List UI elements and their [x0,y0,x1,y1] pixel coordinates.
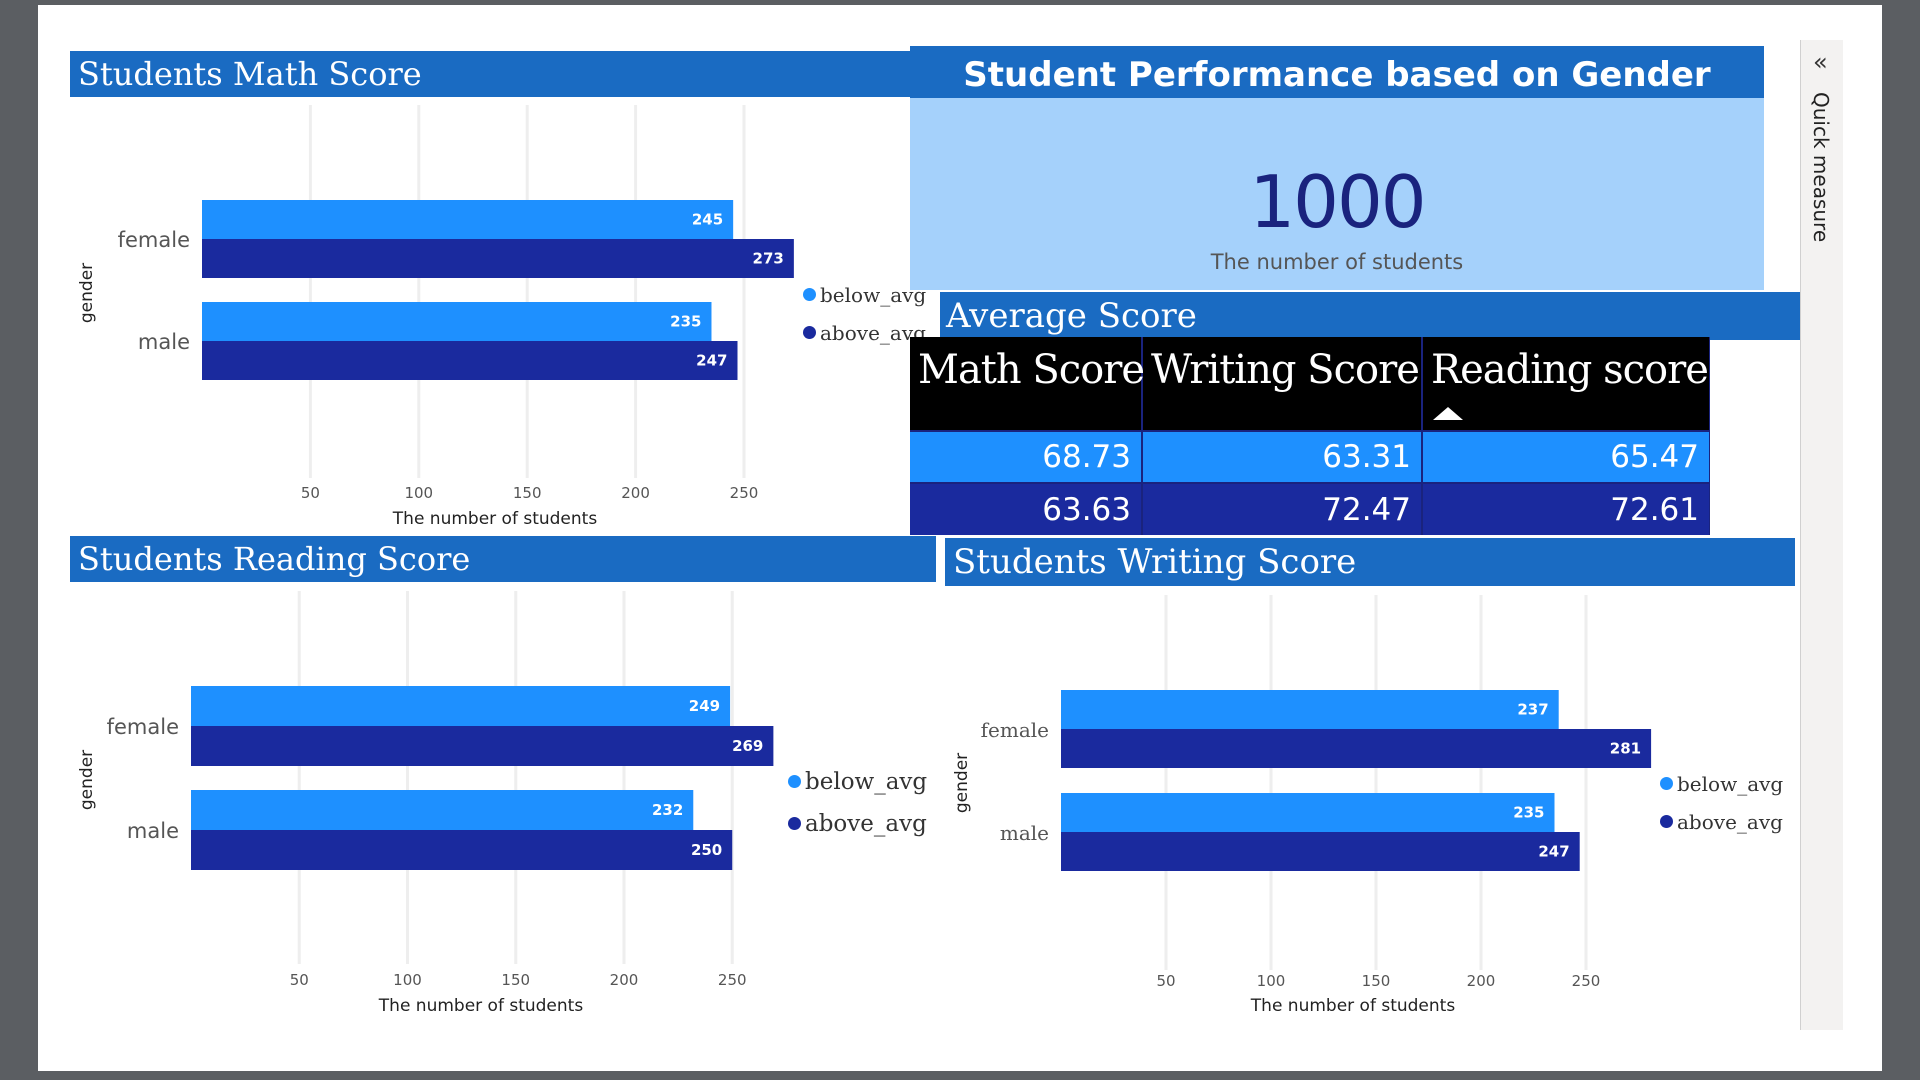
writing-chart-legend[interactable]: below_avg above_avg [1660,765,1783,841]
quick-measure-pane[interactable]: « Quick measure [1800,40,1843,1030]
data-label: 245 [692,211,723,229]
bar-below_avg-female[interactable] [191,686,731,726]
col-header-reading[interactable]: Reading score [1422,337,1710,431]
average-score-title: Average Score [940,292,1800,340]
x-tick-label: 50 [301,484,320,502]
table-cell: 65.47 [1422,430,1710,483]
students-count-card[interactable]: 1000 The number of students [910,98,1764,290]
data-label: 249 [689,697,720,715]
average-score-table[interactable]: Math Score Writing Score Reading score 6… [910,337,1710,535]
math-chart-title: Students Math Score [70,51,936,97]
x-tick-label: 50 [1156,972,1175,990]
y-axis-title: gender [77,263,97,323]
legend-dot [1660,815,1673,828]
y-axis-title: gender [952,753,972,813]
data-label: 235 [1513,804,1544,822]
x-tick-label: 200 [610,971,639,989]
table-cell: 63.31 [1142,430,1423,483]
legend-above-avg[interactable]: above_avg [803,314,926,352]
x-tick-label: 200 [621,484,650,502]
table-row[interactable]: 63.63 72.47 72.61 [910,482,1710,535]
performance-title: Student Performance based on Gender [910,46,1764,98]
bar-below_avg-male[interactable] [191,790,694,830]
bar-above_avg-female[interactable] [1061,729,1652,768]
table-row[interactable]: 68.73 63.31 65.47 [910,430,1710,483]
legend-above-avg[interactable]: above_avg [788,803,927,845]
bar-below_avg-female[interactable] [202,200,734,239]
data-label: 273 [753,250,784,268]
reading-chart-title: Students Reading Score [70,536,936,582]
col-header-math[interactable]: Math Score [910,337,1145,431]
legend-below-avg[interactable]: below_avg [1660,765,1783,803]
x-tick-label: 100 [404,484,433,502]
category-label: female [107,715,179,739]
x-axis-title: The number of students [378,996,584,1016]
bar-below_avg-male[interactable] [202,302,712,341]
legend-dot [803,288,816,301]
x-tick-label: 150 [1362,972,1391,990]
data-label: 247 [1538,843,1569,861]
category-label: male [127,819,179,843]
x-tick-label: 100 [1257,972,1286,990]
data-label: 269 [732,737,763,755]
quick-measure-label: Quick measure [1809,92,1833,243]
table-cell: 72.61 [1422,482,1710,535]
bar-above_avg-female[interactable] [202,239,794,278]
table-cell: 68.73 [910,430,1143,483]
kpi-value: 1000 [1249,160,1426,244]
x-tick-label: 150 [501,971,530,989]
table-cell: 72.47 [1142,482,1423,535]
data-label: 250 [691,841,722,859]
kpi-label: The number of students [1210,250,1464,274]
data-label: 237 [1517,701,1548,719]
x-axis-title: The number of students [392,509,598,529]
col-header-reading-label: Reading score [1431,347,1709,393]
x-tick-label: 200 [1467,972,1496,990]
x-axis-title: The number of students [1250,996,1456,1016]
col-header-writing[interactable]: Writing Score [1142,337,1423,431]
category-label: female [981,718,1049,742]
x-tick-label: 100 [393,971,422,989]
reading-score-chart[interactable]: 50 100 150 200 250 249 269 female 232 250 male The … [70,586,790,1026]
x-tick-label: 150 [513,484,542,502]
legend-dot [803,326,816,339]
x-tick-label: 250 [1572,972,1601,990]
double-chevron-left-icon[interactable]: « [1813,48,1828,76]
data-label: 247 [696,352,727,370]
table-cell: 63.63 [910,482,1143,535]
legend-dot [788,774,801,788]
bar-above_avg-male[interactable] [1061,832,1580,871]
bar-below_avg-male[interactable] [1061,793,1555,832]
writing-chart-title: Students Writing Score [945,538,1795,586]
category-label: male [1000,821,1049,845]
reading-chart-legend[interactable]: below_avg above_avg [788,761,927,845]
x-tick-label: 50 [290,971,309,989]
legend-dot [788,816,801,830]
data-label: 235 [670,313,701,331]
y-axis-title: gender [77,750,97,810]
sort-ascending-icon[interactable] [1433,407,1463,420]
x-tick-label: 250 [730,484,759,502]
writing-score-chart[interactable]: 50 100 150 200 250 237 281 female 235 247 male The … [945,590,1665,1030]
bar-above_avg-male[interactable] [191,830,733,870]
math-chart-legend[interactable]: below_avg above_avg [803,276,926,352]
legend-dot [1660,777,1673,790]
data-label: 232 [652,801,683,819]
category-label: male [138,330,190,354]
x-tick-label: 250 [718,971,747,989]
legend-below-avg[interactable]: below_avg [803,276,926,314]
math-score-chart[interactable]: 50 100 150 200 250 245 273 female 235 247 male The … [70,100,794,540]
data-label: 281 [1610,740,1641,758]
bar-above_avg-female[interactable] [191,726,774,766]
bar-above_avg-male[interactable] [202,341,738,380]
bar-below_avg-female[interactable] [1061,690,1559,729]
legend-above-avg[interactable]: above_avg [1660,803,1783,841]
category-label: female [118,228,190,252]
legend-below-avg[interactable]: below_avg [788,761,927,803]
